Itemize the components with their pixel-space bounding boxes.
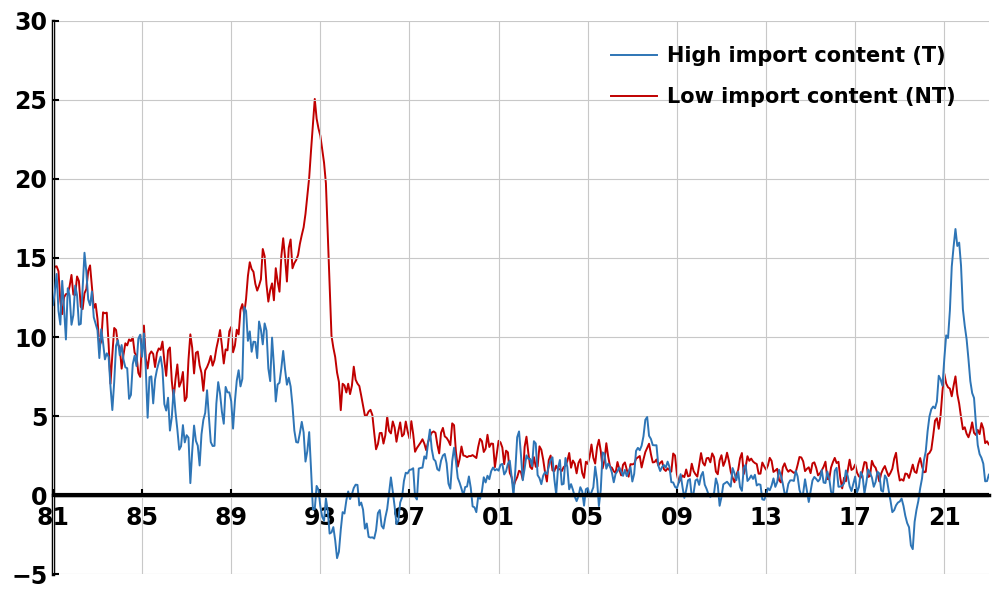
High import content (T) bbox=[47, 301, 59, 308]
High import content (T) bbox=[732, 468, 744, 475]
Low import content (NT) bbox=[502, 449, 514, 456]
Low import content (NT) bbox=[574, 455, 586, 463]
High import content (T) bbox=[374, 506, 386, 514]
High import content (T) bbox=[502, 460, 514, 467]
Low import content (NT) bbox=[374, 430, 386, 437]
Low import content (NT) bbox=[309, 95, 321, 103]
Line: Low import content (NT): Low import content (NT) bbox=[53, 99, 1000, 488]
High import content (T) bbox=[78, 249, 90, 256]
Low import content (NT) bbox=[47, 268, 59, 275]
Legend: High import content (T), Low import content (NT): High import content (T), Low import cont… bbox=[607, 42, 960, 111]
High import content (T) bbox=[158, 400, 170, 407]
Low import content (NT) bbox=[78, 290, 90, 297]
Line: High import content (T): High import content (T) bbox=[53, 229, 1000, 558]
Low import content (NT) bbox=[732, 466, 744, 473]
High import content (T) bbox=[331, 554, 343, 562]
High import content (T) bbox=[574, 484, 586, 491]
Low import content (NT) bbox=[158, 358, 170, 365]
Low import content (NT) bbox=[836, 485, 848, 492]
High import content (T) bbox=[949, 226, 961, 233]
